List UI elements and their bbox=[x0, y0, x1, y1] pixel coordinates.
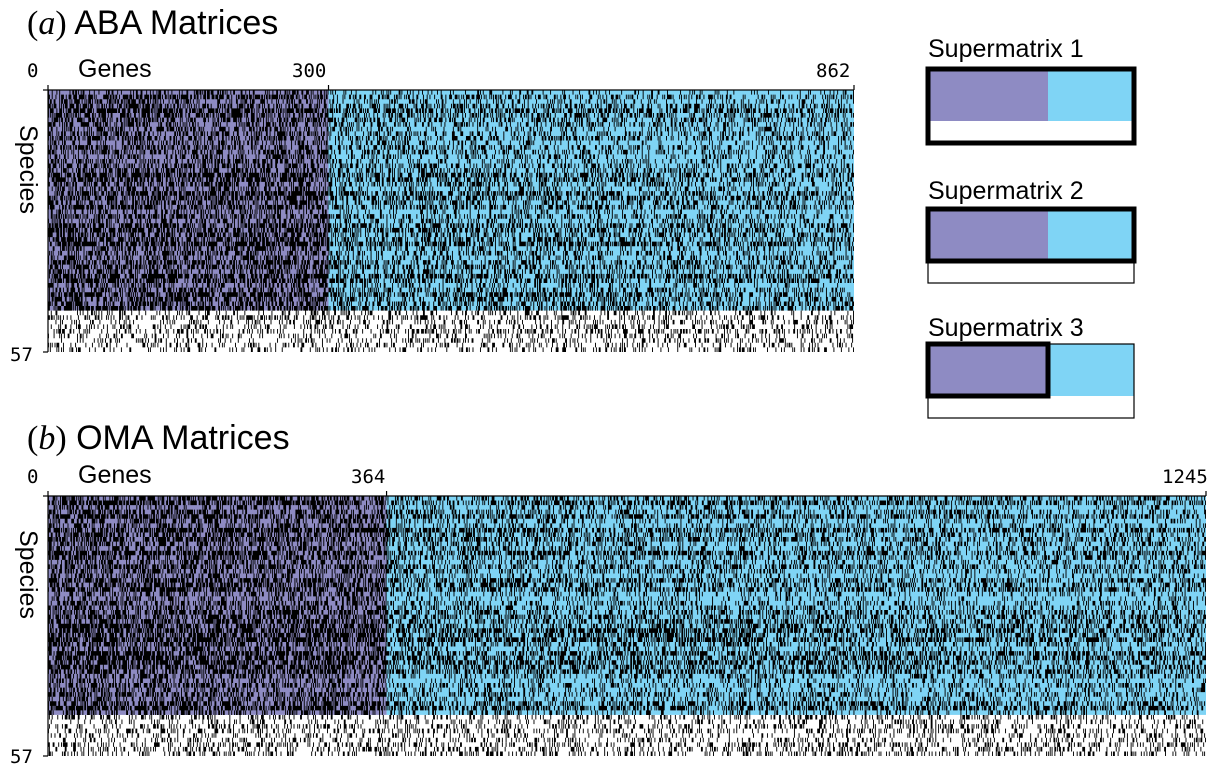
panel-b-paren-open: ( bbox=[27, 420, 39, 457]
panel-a-xlabel: Genes bbox=[78, 55, 152, 83]
legend-2-title: Supermatrix 2 bbox=[928, 177, 1084, 205]
missing-cells-path bbox=[48, 90, 854, 352]
legend-selection-outline bbox=[925, 206, 1137, 264]
panel-b-xtick-end: 1245 bbox=[1162, 466, 1208, 488]
legend-2-diagram bbox=[925, 206, 1137, 284]
panel-b-letter: b bbox=[38, 420, 56, 457]
legend-cyan-block bbox=[1048, 344, 1134, 396]
panel-a-ylabel: Species bbox=[14, 125, 42, 214]
panel-a-xtick-mid: 300 bbox=[292, 60, 327, 82]
panel-a-paren-open: ( bbox=[27, 5, 39, 42]
panel-b-xlabel: Genes bbox=[78, 461, 152, 489]
missing-cells bbox=[48, 90, 854, 352]
panel-a-title-text: ABA Matrices bbox=[74, 4, 279, 42]
missing-cells bbox=[48, 496, 1206, 756]
legend-cyan-block bbox=[1048, 209, 1134, 261]
panel-b-title-text: OMA Matrices bbox=[76, 419, 290, 457]
panel-a-title: (a) ABA Matrices bbox=[27, 6, 278, 41]
panel-b-title: (b) OMA Matrices bbox=[27, 421, 290, 456]
panel-b-xtick-0: 0 bbox=[27, 466, 39, 488]
panel-a-paren-close: ) bbox=[55, 5, 67, 42]
panel-b-paren-close: ) bbox=[55, 420, 67, 457]
panel-a-xtick-end: 862 bbox=[816, 60, 851, 82]
panel-b-xtick-mid: 364 bbox=[351, 466, 386, 488]
legend-3-title: Supermatrix 3 bbox=[928, 314, 1084, 342]
panel-a-letter: a bbox=[38, 5, 56, 42]
legend-cyan-block bbox=[1048, 69, 1134, 121]
legend-selection-outline bbox=[925, 66, 1137, 146]
legend-1-title: Supermatrix 1 bbox=[928, 35, 1084, 63]
panel-b-ytick-end: 57 bbox=[10, 746, 33, 768]
missing-cells-path bbox=[48, 496, 1206, 756]
legend-white-block bbox=[928, 121, 1134, 143]
panel-b-heatmap bbox=[43, 491, 1207, 757]
legend-purple-block bbox=[928, 209, 1048, 261]
legend-1-diagram bbox=[925, 66, 1137, 146]
panel-a-ytick-end: 57 bbox=[10, 344, 33, 366]
panel-b-ylabel: Species bbox=[14, 530, 42, 619]
panel-a-xtick-0: 0 bbox=[27, 60, 39, 82]
legend-selection-outline bbox=[925, 341, 1051, 399]
legend-white-block bbox=[928, 261, 1134, 283]
legend-white-block bbox=[928, 396, 1134, 418]
panel-a-heatmap bbox=[43, 85, 855, 353]
legend-purple-block bbox=[928, 344, 1048, 396]
legend-3-diagram bbox=[925, 341, 1135, 419]
legend-purple-block bbox=[928, 69, 1048, 121]
